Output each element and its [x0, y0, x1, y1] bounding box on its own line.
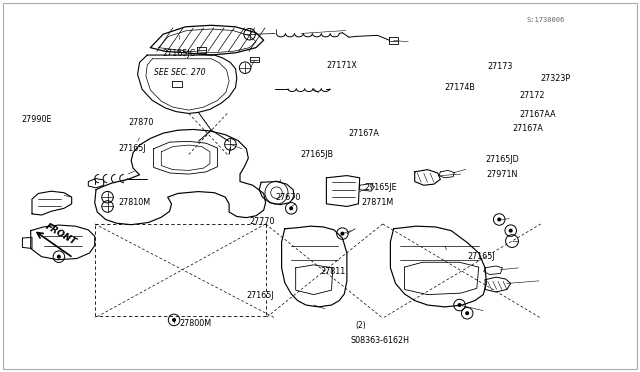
Text: 27165JE: 27165JE — [365, 183, 397, 192]
Text: S08363-6162H: S08363-6162H — [351, 336, 410, 345]
Text: 27670: 27670 — [275, 193, 301, 202]
Text: S:1730006: S:1730006 — [526, 17, 564, 23]
Text: 27165J: 27165J — [467, 252, 495, 261]
Text: 27800M: 27800M — [179, 319, 211, 328]
Text: 27167A: 27167A — [349, 129, 380, 138]
Text: 27165J: 27165J — [118, 144, 146, 153]
Text: SEE SEC. 270: SEE SEC. 270 — [154, 68, 205, 77]
Text: 27870: 27870 — [128, 118, 154, 127]
Circle shape — [497, 218, 501, 221]
Text: 27871M: 27871M — [362, 198, 394, 207]
Text: 27323P: 27323P — [541, 74, 571, 83]
Text: 27171X: 27171X — [326, 61, 357, 70]
Text: 27770: 27770 — [250, 217, 275, 226]
Text: 27810M: 27810M — [118, 198, 150, 207]
Text: 27990E: 27990E — [21, 115, 52, 124]
Text: 27167AA: 27167AA — [520, 110, 556, 119]
Circle shape — [465, 311, 469, 315]
Text: 27165JD: 27165JD — [485, 155, 519, 164]
Circle shape — [172, 318, 176, 322]
Text: 27172: 27172 — [520, 92, 545, 100]
Text: 27811: 27811 — [320, 267, 345, 276]
Text: FRONT: FRONT — [44, 222, 77, 247]
Circle shape — [458, 303, 461, 307]
Text: 27165JB: 27165JB — [301, 150, 334, 159]
Circle shape — [340, 232, 344, 235]
Text: 27165JC: 27165JC — [162, 49, 195, 58]
Circle shape — [57, 255, 61, 259]
Text: 27174B: 27174B — [445, 83, 476, 92]
Text: 27173: 27173 — [488, 62, 513, 71]
Text: 27165J: 27165J — [246, 291, 274, 300]
Text: 27971N: 27971N — [486, 170, 518, 179]
Circle shape — [509, 229, 513, 232]
Text: 27167A: 27167A — [512, 124, 543, 133]
Text: (2): (2) — [355, 321, 366, 330]
Circle shape — [289, 206, 293, 210]
